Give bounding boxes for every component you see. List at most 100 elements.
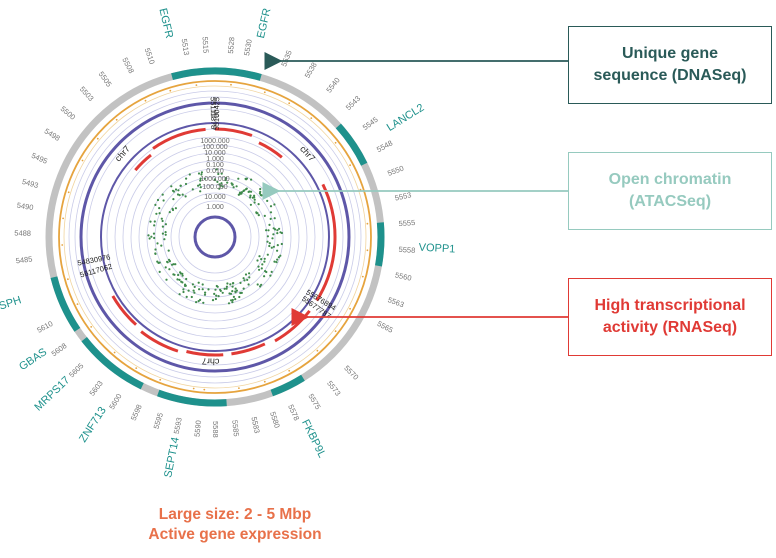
atacseq-point <box>219 184 222 187</box>
atacseq-point <box>161 232 164 235</box>
atacseq-point <box>198 288 201 291</box>
atacseq-point <box>149 220 152 223</box>
position-tick-label: 5500 <box>59 104 78 122</box>
purple-ring-middle <box>100 122 330 352</box>
position-tick-label: 5538 <box>303 61 319 80</box>
position-tick-label: 5543 <box>344 94 362 112</box>
circos-rings <box>45 67 385 407</box>
rnaseq-segment <box>214 127 253 137</box>
atacseq-point <box>229 283 232 286</box>
rnaseq-segment <box>140 330 179 353</box>
position-tick-label: 5493 <box>21 177 40 190</box>
orange-track-point <box>67 278 69 281</box>
atacseq-point <box>178 278 181 281</box>
atacseq-point <box>265 229 268 232</box>
atacseq-point <box>244 177 247 180</box>
atacseq-point <box>174 263 177 266</box>
position-tick-label: 5515 <box>201 36 211 53</box>
position-tick-label: 5528 <box>226 37 236 54</box>
orange-track-point <box>288 102 291 105</box>
position-tick-label: 5565 <box>376 319 395 335</box>
atacseq-point <box>280 242 283 246</box>
atacseq-point <box>197 184 200 187</box>
atacseq-point <box>171 263 174 266</box>
atacseq-point <box>155 212 158 215</box>
atacseq-point <box>153 236 156 240</box>
track-scale-label: 10.000 <box>204 194 226 201</box>
position-tick-label: 5535 <box>279 49 294 68</box>
atacseq-point <box>174 207 177 210</box>
atacseq-point <box>158 207 161 210</box>
atacseq-point <box>231 282 234 285</box>
position-tick-label: 5575 <box>306 392 322 411</box>
atacseq-point <box>224 177 227 180</box>
position-tick-label: 5553 <box>394 190 412 202</box>
position-tick-label: 5603 <box>87 379 104 398</box>
rnaseq-segment <box>134 153 152 172</box>
atacseq-point <box>164 223 167 226</box>
atacseq-point <box>160 217 163 220</box>
gene-segment <box>375 222 385 267</box>
atacseq-point <box>217 172 220 176</box>
atacseq-point <box>187 289 190 292</box>
atacseq-point <box>266 199 269 202</box>
orange-track-point <box>263 91 266 94</box>
atacseq-point <box>153 220 156 223</box>
atacseq-point <box>249 203 252 206</box>
position-tick-label: 5508 <box>120 56 136 75</box>
atacseq-point <box>172 198 175 201</box>
orange-track-point <box>334 330 337 333</box>
atacseq-point <box>164 266 167 269</box>
track-scale-label: 100.000 <box>202 144 227 151</box>
atacseq-point <box>179 184 182 187</box>
orange-track-point <box>113 351 116 354</box>
track-scale-label: 10.000 <box>204 150 226 157</box>
atacseq-point <box>161 219 164 223</box>
atacseq-point <box>272 227 275 230</box>
atacseq-point <box>192 289 195 292</box>
gene-segment <box>171 67 262 81</box>
position-tick-label: 5598 <box>129 403 144 422</box>
atacseq-point <box>154 252 157 255</box>
atacseq-point <box>153 224 156 227</box>
atacseq-point <box>244 273 248 276</box>
atacseq-point <box>185 295 188 298</box>
guide-ring <box>130 152 300 322</box>
atacseq-point <box>253 198 256 201</box>
gene-label: VOPP1 <box>418 242 455 256</box>
atacseq-point <box>268 242 271 245</box>
atacseq-point <box>185 277 188 281</box>
atacseq-point <box>218 183 221 186</box>
position-tick-label: 5548 <box>375 138 394 154</box>
atacseq-point <box>147 234 150 237</box>
rnaseq-segment <box>186 350 224 357</box>
atacseq-point <box>268 223 271 226</box>
atacseq-point <box>161 225 164 228</box>
atacseq-point <box>184 182 188 186</box>
atacseq-point <box>177 273 180 277</box>
position-tick-label: 5608 <box>50 341 69 358</box>
track-scale-label: 0.010 <box>206 168 224 175</box>
atacseq-point <box>265 270 268 274</box>
position-tick-label: 5498 <box>43 126 62 142</box>
atacseq-point <box>260 258 263 261</box>
position-tick-label: 5485 <box>15 254 33 265</box>
position-tick-label: 5558 <box>398 245 415 255</box>
atacseq-point <box>270 270 273 273</box>
orange-track-point <box>76 303 79 305</box>
gene-segment <box>270 374 305 397</box>
gene-label: GBAS <box>17 346 49 373</box>
atacseq-point <box>250 178 253 181</box>
position-tick-label: 5563 <box>387 295 406 309</box>
atacseq-point <box>276 232 279 235</box>
guide-ring <box>154 176 276 298</box>
atacseq-point <box>248 276 251 279</box>
atacseq-point <box>199 298 202 301</box>
atacseq-point <box>185 177 188 180</box>
orange-track-point <box>238 387 240 389</box>
atacseq-point <box>263 275 266 278</box>
orange-track-point <box>67 191 70 194</box>
guide-ring <box>122 144 308 330</box>
atacseq-point <box>255 212 258 215</box>
